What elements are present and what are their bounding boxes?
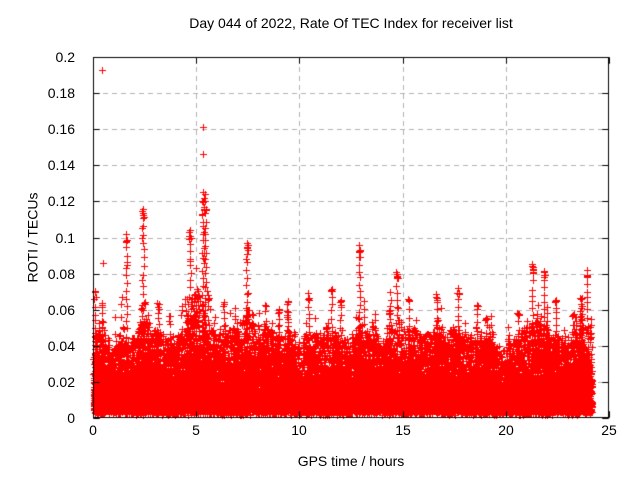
y-tick-label-5: 0.1 <box>55 230 75 246</box>
y-tick-label-0: 0 <box>67 410 75 426</box>
y-tick-label-8: 0.16 <box>47 121 75 137</box>
x-tick-label-0: 0 <box>89 422 97 438</box>
x-tick-label-3: 15 <box>395 422 411 438</box>
y-tick-label-10: 0.2 <box>55 49 75 65</box>
y-tick-label-2: 0.04 <box>47 338 75 354</box>
y-tick-label-6: 0.12 <box>47 193 75 209</box>
x-axis-label: GPS time / hours <box>297 453 405 469</box>
y-tick-label-7: 0.14 <box>47 157 75 173</box>
x-tick-label-1: 5 <box>192 422 200 438</box>
x-tick-label-5: 25 <box>601 422 617 438</box>
y-tick-label-4: 0.08 <box>47 266 75 282</box>
y-tick-label-1: 0.02 <box>47 374 75 390</box>
y-tick-label-9: 0.18 <box>47 85 75 101</box>
x-tick-label-2: 10 <box>291 422 307 438</box>
x-tick-label-4: 20 <box>498 422 514 438</box>
y-tick-label-3: 0.06 <box>47 302 75 318</box>
